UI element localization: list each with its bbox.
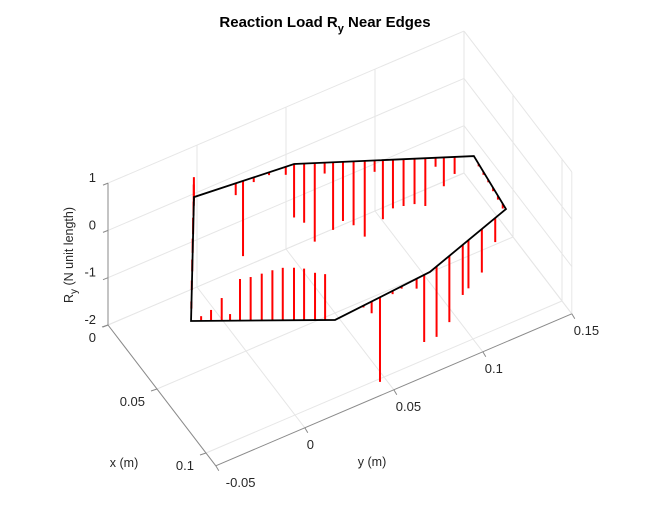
y-tick-label: -0.05 [226,475,256,490]
z-tick-label: -1 [84,265,96,280]
y-tick-label: 0.15 [574,323,599,338]
x-tick-label: 0.1 [176,458,194,473]
y-tick-label: 0 [307,437,314,452]
gridline-z [463,78,573,220]
z-tick-label: -2 [84,312,96,327]
edge-boundary [190,155,508,322]
z-tick [102,229,109,233]
gridline-z [107,30,465,184]
y-axis-label: y (m) [358,455,386,469]
gridline-z [107,77,465,231]
axes-lines [101,182,576,472]
x-tick [150,388,158,392]
y-tick-label: 0.05 [396,399,421,414]
x-axis-label: x (m) [110,456,138,470]
x-axis-line [107,324,217,467]
y-tick [571,313,576,320]
y-tick [393,389,398,396]
gridline-z [107,125,465,279]
y-tick [482,351,487,358]
chart-title: Reaction Load Ry Near Edges [219,14,430,35]
x-tick-label: 0.05 [120,394,145,409]
z-tick [102,277,109,281]
gridline-z [463,125,573,267]
z-axis-label: Ry (N unit length) [62,207,80,303]
gridline-y [196,286,306,429]
grid-lines [107,30,573,467]
z-tick-label: 1 [89,170,96,185]
boundary-polygon [190,155,508,322]
y-tick [304,427,309,434]
gridline-z [107,172,465,326]
y-tick [215,465,220,472]
gridline-z [463,30,573,173]
gridline-z [463,172,573,315]
y-tick-label: 0.1 [485,361,503,376]
x-tick [101,324,109,328]
x-tick [199,452,207,456]
z-tick [102,182,109,186]
x-tick-label: 0 [89,330,96,345]
gridline-y [374,210,484,353]
z-tick-label: 0 [89,217,96,232]
tick-labels: 1 0 -1 -2 0 0.05 0.1 -0.05 0 0.05 0.1 0.15 [84,170,599,490]
